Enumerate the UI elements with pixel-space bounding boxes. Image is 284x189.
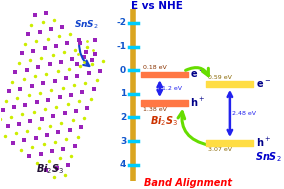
Text: SnS$_2$: SnS$_2$ xyxy=(255,150,281,164)
Text: 1.38 eV: 1.38 eV xyxy=(143,107,166,112)
Text: 3.07 eV: 3.07 eV xyxy=(208,147,232,152)
Text: 3: 3 xyxy=(120,137,126,146)
Text: E vs NHE: E vs NHE xyxy=(131,1,183,11)
Text: 0.59 eV: 0.59 eV xyxy=(208,75,232,80)
Text: Band Alignment: Band Alignment xyxy=(144,178,232,188)
Text: h$^+$: h$^+$ xyxy=(256,136,271,149)
Text: -2: -2 xyxy=(116,18,126,27)
Text: 1: 1 xyxy=(120,89,126,98)
Text: -1: -1 xyxy=(116,42,126,51)
Text: h$^+$: h$^+$ xyxy=(190,96,205,109)
Text: SnS$_2$: SnS$_2$ xyxy=(74,19,99,31)
Text: 2: 2 xyxy=(120,113,126,122)
Text: 1.2 eV: 1.2 eV xyxy=(162,86,181,91)
Text: Bi$_2$S$_3$: Bi$_2$S$_3$ xyxy=(150,115,179,128)
Text: 4: 4 xyxy=(120,160,126,169)
Text: Bi$_2$S$_3$: Bi$_2$S$_3$ xyxy=(36,162,64,176)
Text: e$^-$: e$^-$ xyxy=(190,69,205,80)
Text: 0.18 eV: 0.18 eV xyxy=(143,65,166,70)
Text: 2.48 eV: 2.48 eV xyxy=(232,111,256,116)
Text: e$^-$: e$^-$ xyxy=(256,79,271,90)
Text: 0: 0 xyxy=(120,66,126,75)
